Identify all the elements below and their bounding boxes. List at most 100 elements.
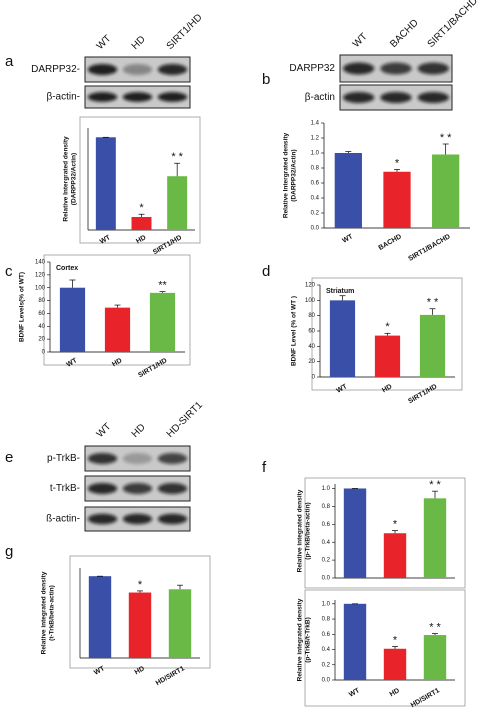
bar: [59, 287, 86, 352]
y-tick-label: 120: [35, 272, 46, 278]
bar: [167, 176, 188, 230]
significance-label: *: [395, 157, 400, 169]
error-bar: [429, 308, 436, 315]
blot-band: [87, 64, 118, 75]
significance-label: * *: [171, 151, 183, 163]
bar: [128, 592, 152, 658]
row-label: p-TrkB-: [47, 453, 80, 464]
blot-band: [87, 483, 118, 494]
y-tick-label: 60: [38, 311, 45, 317]
y-tick-label: 0: [42, 350, 46, 356]
error-bar: [442, 143, 449, 155]
bar: [168, 589, 192, 658]
bar: [383, 171, 411, 228]
panel-label: e: [5, 449, 13, 466]
bar: [329, 300, 356, 377]
y-axis-label: Relative Intergrated density: [283, 132, 290, 218]
y-tick-label: 60: [308, 329, 315, 335]
blot-band: [122, 64, 153, 75]
panel-label: c: [5, 263, 13, 280]
blot-band: [417, 62, 450, 75]
y-tick-label: 0.8: [311, 166, 320, 172]
bar: [419, 314, 446, 377]
error-bar: [394, 169, 400, 172]
chart-title: Cortex: [56, 265, 78, 272]
lane-label: BACHD: [388, 17, 421, 50]
y-tick-label: 0.0: [322, 678, 331, 684]
y-tick-label: 1.0: [322, 486, 331, 492]
y-tick-label: 20: [308, 359, 315, 365]
bar: [374, 335, 401, 377]
error-bar: [392, 646, 398, 649]
error-bar: [177, 584, 183, 590]
x-tick-label: SIRT1/HD: [137, 357, 168, 379]
y-axis-label: (DARPP32/Actin): [291, 149, 298, 201]
y-tick-label: 0.6: [311, 181, 320, 187]
y-axis-label: (t-TrkB/beta-actin): [49, 585, 56, 641]
row-label: β-actin-: [46, 92, 80, 103]
significance-label: * *: [429, 621, 441, 633]
x-tick-label: SIRT1/HD: [407, 383, 438, 405]
error-bar: [384, 332, 391, 336]
bar: [149, 292, 176, 352]
bar: [334, 153, 362, 228]
error-bar: [138, 213, 145, 218]
lane-label: HD: [130, 422, 148, 440]
y-tick-label: 0.0: [311, 226, 320, 232]
y-tick-label: 20: [38, 337, 45, 343]
bar: [343, 488, 367, 578]
x-tick-label: HD: [135, 234, 147, 245]
chart-frame: [79, 116, 201, 244]
blot-band: [417, 92, 450, 103]
y-axis-label: (DARPP32/Actin): [71, 153, 78, 205]
lane-label: SIRT1/HD: [165, 12, 205, 52]
panel-label: d: [262, 263, 270, 280]
chart: 0.0 0.2 0.4 0.6 0.8 1.0 Relative integrated de…: [297, 589, 466, 709]
bar: [423, 635, 447, 680]
blot-band: [122, 483, 153, 494]
blot-band: [380, 92, 412, 103]
x-tick-label: SIRT1/HD: [152, 234, 183, 256]
chart: 0 20 40 60 80 100 120 140 BDNF Levels(% of WT) Co…: [19, 254, 191, 379]
blot-band: [157, 64, 188, 75]
significance-label: *: [385, 321, 390, 333]
x-tick-label: HD: [381, 383, 393, 394]
bar: [423, 498, 447, 578]
error-bar: [432, 490, 438, 499]
error-bar: [114, 304, 121, 308]
chart-frame: [311, 277, 463, 391]
significance-label: *: [139, 202, 144, 214]
error-bar: [159, 291, 166, 293]
y-axis-label: (p-TrkB/t-TrkB): [305, 617, 312, 663]
blot-band: [380, 62, 412, 75]
y-tick-label: 0.4: [322, 540, 331, 546]
significance-label: * *: [440, 132, 452, 144]
blot-band: [122, 92, 153, 102]
lane-label: WT: [95, 421, 114, 440]
panel-label: f: [262, 459, 267, 476]
y-tick-label: 0.0: [322, 576, 331, 582]
chart: Relative integrated density (t-TrkB/beta-…: [41, 555, 211, 687]
row-label: DARPP32-: [31, 64, 80, 75]
chart-frame: [43, 254, 191, 366]
y-axis-label: Relative Intergrated density: [63, 136, 70, 222]
bar: [432, 154, 460, 228]
significance-label: * *: [427, 297, 439, 309]
y-tick-label: 0.4: [311, 196, 320, 202]
blot-band: [87, 92, 118, 102]
blot-band: [157, 483, 188, 494]
chart: 0.0 0.2 0.4 0.6 0.8 1.0 Relative integrated de…: [297, 477, 466, 589]
bar: [95, 137, 116, 230]
y-tick-label: 1.0: [322, 601, 331, 607]
y-tick-label: 0.8: [322, 617, 331, 623]
error-bar: [392, 530, 398, 534]
y-axis-label: (p-TrkB/beta-actin): [305, 502, 312, 559]
y-axis-label: Relative integrated density: [297, 489, 304, 572]
panel-label: b: [262, 71, 270, 88]
row-label: ß-actin-: [46, 514, 80, 525]
error-bar: [174, 162, 181, 177]
x-tick-label: WT: [93, 665, 107, 677]
significance-label: *: [393, 634, 398, 646]
row-label: β-actin: [305, 92, 335, 103]
